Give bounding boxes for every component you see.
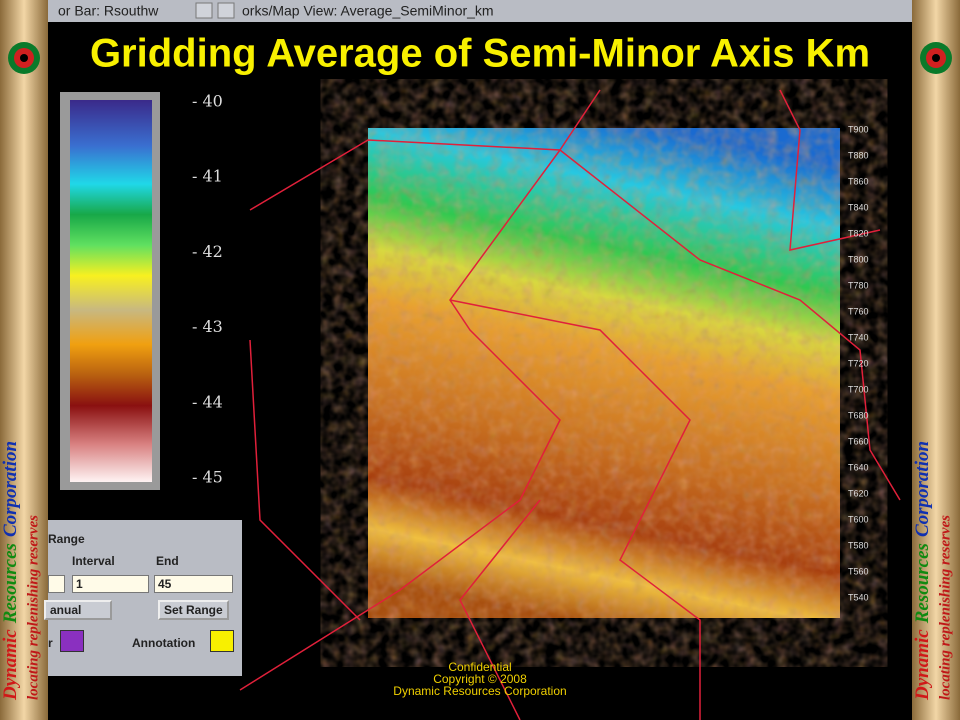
banner-tagline: locating replenishing reserves	[937, 515, 953, 700]
label: Annotation	[132, 636, 196, 650]
banner-title: Dynamic Resources Corporation	[912, 441, 933, 701]
map-grid-label: T600	[848, 514, 869, 524]
map-grid-label: T580	[848, 540, 869, 550]
banner-word: Dynamic	[912, 629, 933, 701]
map-grid-label: T780	[848, 280, 869, 290]
label: Interval	[72, 554, 115, 568]
colorbar-label: - 42	[192, 242, 223, 261]
title-banner	[48, 22, 912, 88]
logo	[920, 42, 952, 74]
banner-word: Resources	[0, 543, 21, 624]
left-banner	[0, 0, 48, 720]
right-banner	[912, 0, 960, 720]
annotation-swatch[interactable]	[210, 630, 234, 652]
map-grid-label: T720	[848, 358, 869, 368]
colorbar-label: - 40	[192, 92, 223, 111]
mode-dropdown[interactable]: anual	[44, 600, 112, 620]
heading: Range	[48, 532, 85, 546]
interval-input[interactable]: 1	[72, 575, 149, 593]
window-button[interactable]	[217, 2, 235, 19]
banner-word: Corporation	[912, 441, 933, 537]
window-button[interactable]	[195, 2, 213, 19]
map-grid-label: T560	[848, 566, 869, 576]
slide-title: Gridding Average of Semi-Minor Axis Km	[90, 32, 870, 76]
map-grid-label: T640	[848, 462, 869, 472]
color-swatch[interactable]	[60, 630, 84, 652]
map-grid-label: T700	[848, 384, 869, 394]
window-title: orks/Map View: Average_SemiMinor_km	[242, 3, 494, 19]
banner-word: Dynamic	[0, 629, 21, 701]
colorbar-label: - 41	[192, 167, 223, 186]
map-grid-label: T820	[848, 228, 869, 238]
map-grid-label: T660	[848, 436, 869, 446]
set-range-button[interactable]: Set Range	[158, 600, 229, 620]
map-grid-label: T540	[848, 592, 869, 602]
input[interactable]	[48, 575, 65, 593]
colorbar-label: - 44	[192, 392, 223, 411]
map-grid-label: T680	[848, 410, 869, 420]
range-panel: Range Interval End 1 45 anual Set Range …	[44, 520, 242, 676]
end-input[interactable]: 45	[154, 575, 233, 593]
map-grid-label: T900	[848, 124, 869, 134]
banner-word: Resources	[912, 543, 933, 624]
banner-tagline: locating replenishing reserves	[25, 515, 41, 700]
window-titlebar	[48, 0, 912, 22]
logo	[8, 42, 40, 74]
map-grid-label: T880	[848, 150, 869, 160]
colorbar-label: - 43	[192, 317, 223, 336]
map-grid-label: T860	[848, 176, 869, 186]
banner-title: Dynamic Resources Corporation	[0, 441, 21, 701]
label: r	[48, 636, 53, 650]
colorbar-label: - 45	[192, 468, 223, 487]
banner-word: Corporation	[0, 441, 21, 537]
map-grid-label: T800	[848, 254, 869, 264]
map-grid-label: T760	[848, 306, 869, 316]
window-title: or Bar: Rsouthw	[58, 3, 159, 19]
footer-text: Dynamic Resources Corporation	[393, 684, 566, 698]
map-grid-label: T840	[848, 202, 869, 212]
label: End	[156, 554, 179, 568]
footer-text: Confidential	[448, 660, 511, 674]
boundaries	[239, 89, 901, 720]
colorbar	[70, 100, 152, 482]
map-texture	[368, 128, 840, 618]
map-grid-label: T740	[848, 332, 869, 342]
footer-text: Copyright © 2008	[433, 672, 527, 686]
map-grid-label: T620	[848, 488, 869, 498]
